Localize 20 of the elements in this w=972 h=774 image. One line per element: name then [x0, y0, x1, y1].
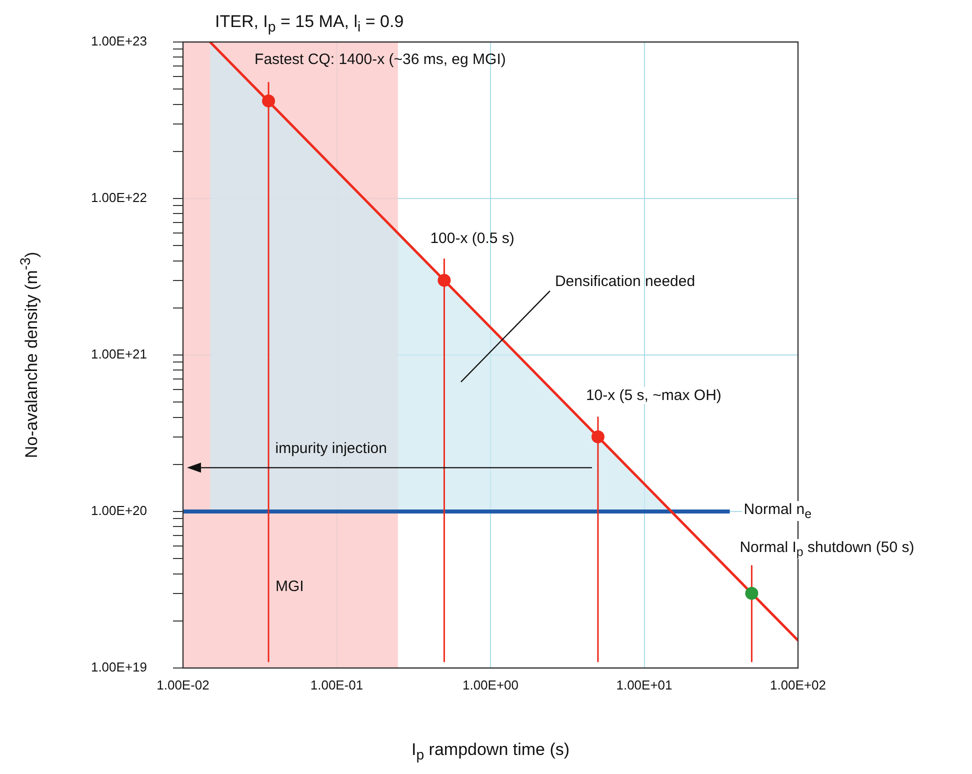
band-label: MGI [275, 578, 304, 595]
x-axis-title: I$_{p}$ rampdown time (s) [410, 740, 571, 764]
annotation: Densification needed [554, 272, 696, 290]
y-tick-label: 1.00E+22 [90, 190, 147, 206]
y-tick-label: 1.00E+20 [90, 503, 147, 518]
x-tick-label: 1.00E-01 [310, 677, 364, 692]
y-tick-label: 1.00E+23 [90, 34, 147, 49]
annotation: impurity injection [275, 440, 387, 457]
x-tick-label: 1.00E+01 [616, 677, 672, 692]
y-tick-label: 1.00E+21 [90, 346, 147, 362]
chart-title: ITER, I$_{p}$ = 15 MA, l$_{i}$ = 0.9 [215, 12, 404, 36]
x-tick-label: 1.00E+00 [462, 677, 519, 692]
x-tick-label: 1.00E-02 [156, 677, 210, 692]
annotation: Fastest CQ: 1400-x (~36 ms, eg MGI) [254, 50, 506, 68]
y-tick-label: 1.00E+19 [90, 660, 147, 675]
annotation: 100-x (0.5 s) [430, 230, 514, 248]
annotation: 10-x (5 s, ~max OH) [584, 386, 724, 404]
x-tick-label: 1.00E+02 [770, 677, 826, 692]
series-label: Normal n$_{e}$ [742, 500, 814, 520]
annotation: Normal I$_{p}$ shutdown (50 s) [738, 539, 916, 560]
